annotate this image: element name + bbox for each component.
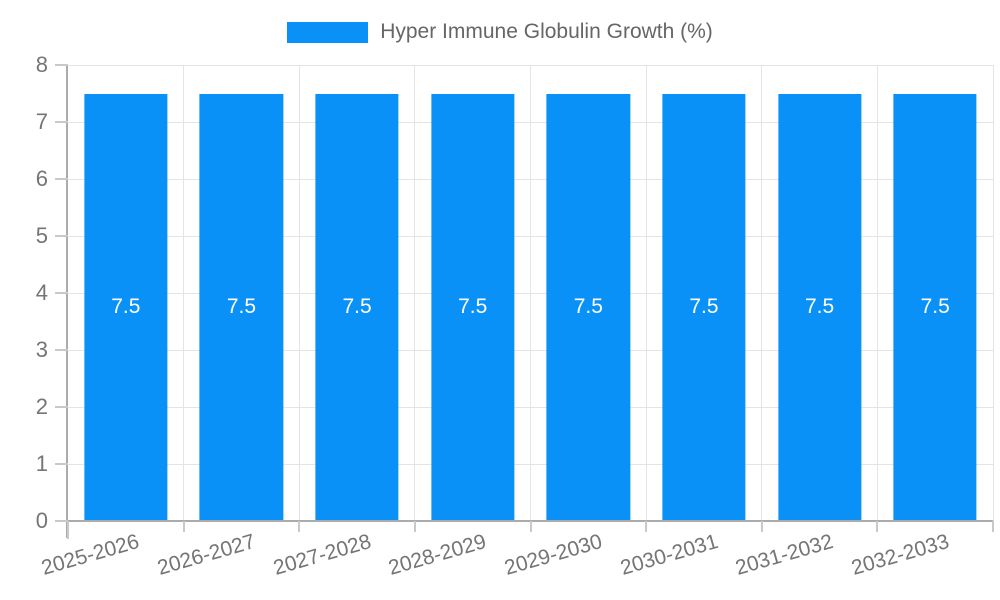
x-tick-label: 2029-2030 xyxy=(501,530,605,580)
gridline-vertical xyxy=(298,65,300,521)
bar[interactable]: 7.5 xyxy=(777,93,862,521)
x-tick-label: 2027-2028 xyxy=(270,530,374,580)
x-axis-line xyxy=(68,520,993,522)
bar-column: 7.5 xyxy=(68,65,184,521)
bar[interactable]: 7.5 xyxy=(199,93,284,521)
gridline-vertical xyxy=(414,65,416,521)
legend: Hyper Immune Globulin Growth (%) xyxy=(0,21,1000,43)
x-tick-label: 2031-2032 xyxy=(733,530,836,580)
bar[interactable]: 7.5 xyxy=(84,93,168,521)
bar-column: 7.5 xyxy=(531,65,647,521)
bar-column: 7.5 xyxy=(299,65,415,521)
gridline-vertical xyxy=(183,65,185,521)
y-tick-label: 0 xyxy=(35,508,48,533)
x-tick xyxy=(529,521,532,532)
legend-label: Hyper Immune Globulin Growth (%) xyxy=(380,20,713,43)
bar-value-label: 7.5 xyxy=(920,295,950,319)
y-tick-label: 2 xyxy=(35,394,48,419)
gridline-vertical xyxy=(645,65,647,521)
legend-swatch-icon xyxy=(287,21,369,43)
bar-column: 7.5 xyxy=(184,65,300,521)
y-tick-label: 3 xyxy=(35,337,48,362)
bar-column: 7.5 xyxy=(762,65,878,521)
x-tick xyxy=(992,521,994,532)
y-axis-line xyxy=(66,65,68,538)
x-tick-label: 2030-2031 xyxy=(617,530,721,580)
bar[interactable]: 7.5 xyxy=(546,93,630,521)
gridline-vertical xyxy=(530,65,531,521)
y-tick-label: 8 xyxy=(35,52,48,77)
plot-area: 7.5 7.5 7.5 7.5 7.5 7.5 7.5 7.5 xyxy=(68,64,994,521)
x-tick xyxy=(182,521,185,532)
x-tick-label: 2026-2027 xyxy=(154,530,258,580)
bar-value-label: 7.5 xyxy=(342,295,372,319)
y-tick-label: 4 xyxy=(35,280,48,305)
x-tick xyxy=(298,521,301,532)
x-tick-label: 2032-2033 xyxy=(848,530,952,580)
x-tick xyxy=(645,521,648,532)
gridline-vertical xyxy=(992,65,994,521)
bar-value-label: 7.5 xyxy=(689,295,719,319)
legend-item[interactable]: Hyper Immune Globulin Growth (%) xyxy=(287,21,713,43)
bar-column: 7.5 xyxy=(415,65,531,521)
x-tick xyxy=(876,521,879,532)
bar-column: 7.5 xyxy=(877,65,993,521)
y-tick-label: 7 xyxy=(35,109,48,134)
bar[interactable]: 7.5 xyxy=(662,93,746,521)
bar-value-label: 7.5 xyxy=(804,295,835,319)
x-tick-label: 2025-2026 xyxy=(39,530,143,580)
bar-column: 7.5 xyxy=(646,65,762,521)
bar-value-label: 7.5 xyxy=(573,295,603,319)
bar[interactable]: 7.5 xyxy=(893,93,977,521)
bar-value-label: 7.5 xyxy=(458,295,488,319)
x-tick xyxy=(760,521,763,532)
bar[interactable]: 7.5 xyxy=(431,93,515,521)
y-tick-label: 6 xyxy=(35,166,48,191)
bar-value-label: 7.5 xyxy=(111,295,141,319)
bar-value-label: 7.5 xyxy=(226,295,257,319)
x-tick xyxy=(413,521,416,532)
gridline-vertical xyxy=(761,65,763,521)
bar[interactable]: 7.5 xyxy=(315,93,399,521)
x-tick-label: 2028-2029 xyxy=(386,530,490,580)
y-tick-label: 5 xyxy=(35,223,48,248)
y-tick-label: 1 xyxy=(35,451,48,476)
bars-layer: 7.5 7.5 7.5 7.5 7.5 7.5 7.5 7.5 xyxy=(68,65,993,521)
gridline-vertical xyxy=(876,65,878,521)
